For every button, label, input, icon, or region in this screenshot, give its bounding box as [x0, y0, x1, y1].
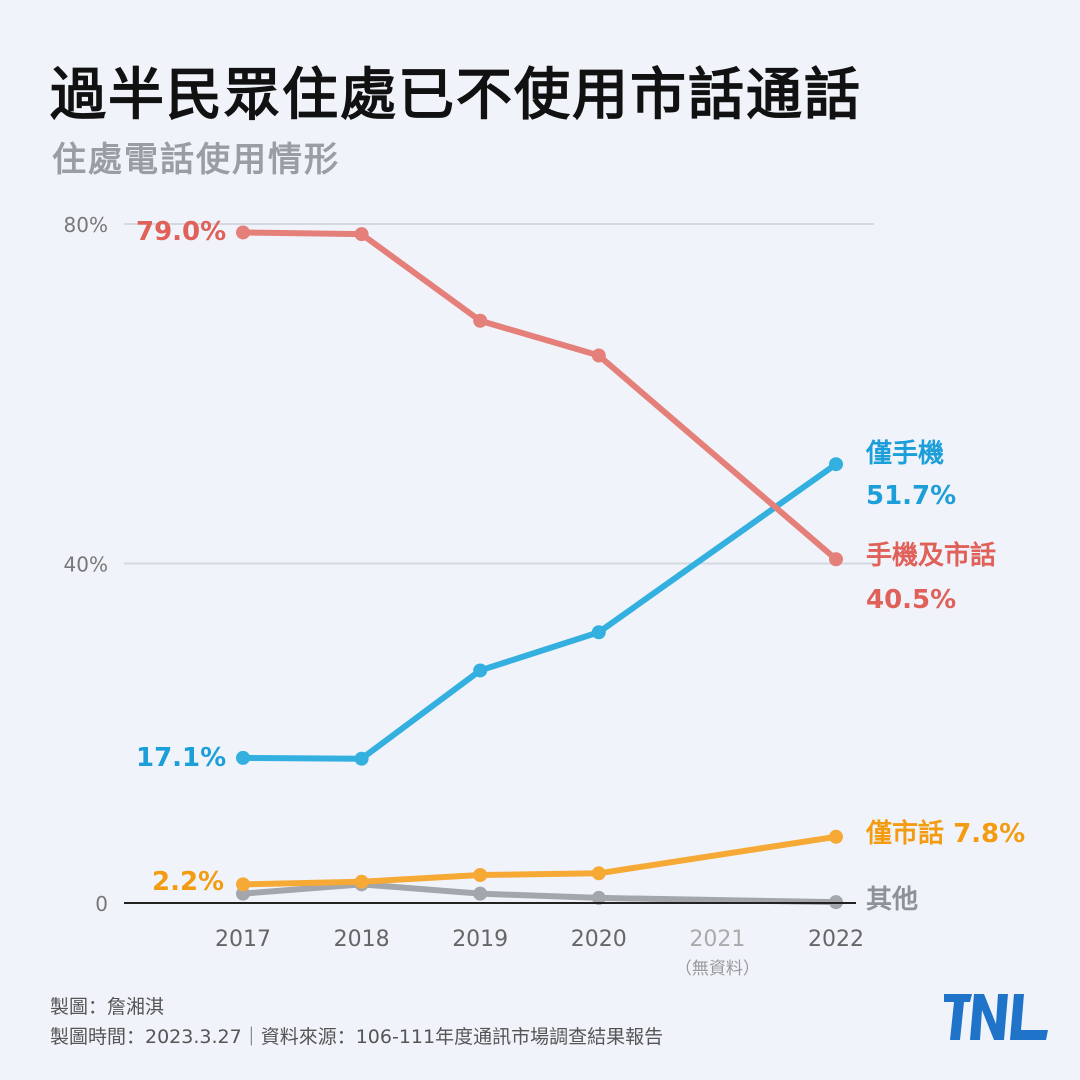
data-point — [236, 750, 250, 765]
series-line-手機及市話 — [242, 229, 838, 562]
data-point — [354, 227, 369, 242]
label-landline-name-text: 僅市話 — [866, 819, 945, 849]
footer-meta: 製圖時間：2023.3.27｜資料來源：106-111年度通訊市場調查結果報告 — [50, 1026, 664, 1048]
label-landline-end: 7.8% — [953, 819, 1026, 849]
x-tick-label: 2019 — [452, 927, 508, 952]
label-other-name: 其他 — [866, 885, 919, 915]
footer-author: 製圖：詹湘淇 — [50, 996, 165, 1018]
data-point — [236, 877, 250, 892]
x-tick-label: 2022 — [808, 927, 864, 952]
label-both-name: 手機及市話 — [866, 541, 997, 571]
data-point — [591, 625, 606, 640]
data-point — [473, 313, 488, 328]
label-both-start: 79.0% — [136, 217, 227, 247]
series-line-其他 — [242, 881, 837, 906]
label-landline-start: 2.2% — [152, 867, 225, 897]
x-tick-note: （無資料） — [675, 959, 760, 979]
data-point — [354, 751, 369, 766]
x-tick-label: 2021 — [689, 927, 745, 952]
data-point — [473, 663, 488, 678]
data-point — [829, 552, 843, 567]
y-tick-label: 40% — [64, 553, 108, 577]
label-mobile-end: 51.7% — [866, 481, 957, 511]
y-tick-label: 0 — [95, 892, 108, 916]
data-point — [591, 866, 606, 881]
data-point — [829, 457, 843, 472]
label-mobile-name: 僅手機 — [866, 439, 945, 469]
data-point — [591, 348, 606, 363]
data-point — [473, 867, 488, 882]
series-line-僅手機 — [242, 461, 838, 762]
page-title: 過半民眾住處已不使用市話通話 — [50, 63, 862, 128]
data-point — [354, 874, 369, 889]
label-landline-name: 僅市話 7.8% — [866, 818, 1025, 852]
tnl-logo — [944, 994, 1048, 1040]
chart-subtitle: 住處電話使用情形 — [52, 140, 340, 180]
data-point — [236, 225, 250, 240]
x-tick-label: 2020 — [571, 927, 627, 952]
data-point — [473, 886, 488, 901]
x-tick-label: 2017 — [215, 927, 271, 952]
series-line-僅市話 — [242, 833, 837, 888]
label-both-end: 40.5% — [866, 585, 957, 615]
data-point — [591, 890, 606, 905]
y-tick-label: 80% — [64, 213, 108, 237]
label-mobile-start: 17.1% — [136, 743, 227, 773]
x-tick-label: 2018 — [334, 927, 390, 952]
data-point — [829, 829, 843, 844]
